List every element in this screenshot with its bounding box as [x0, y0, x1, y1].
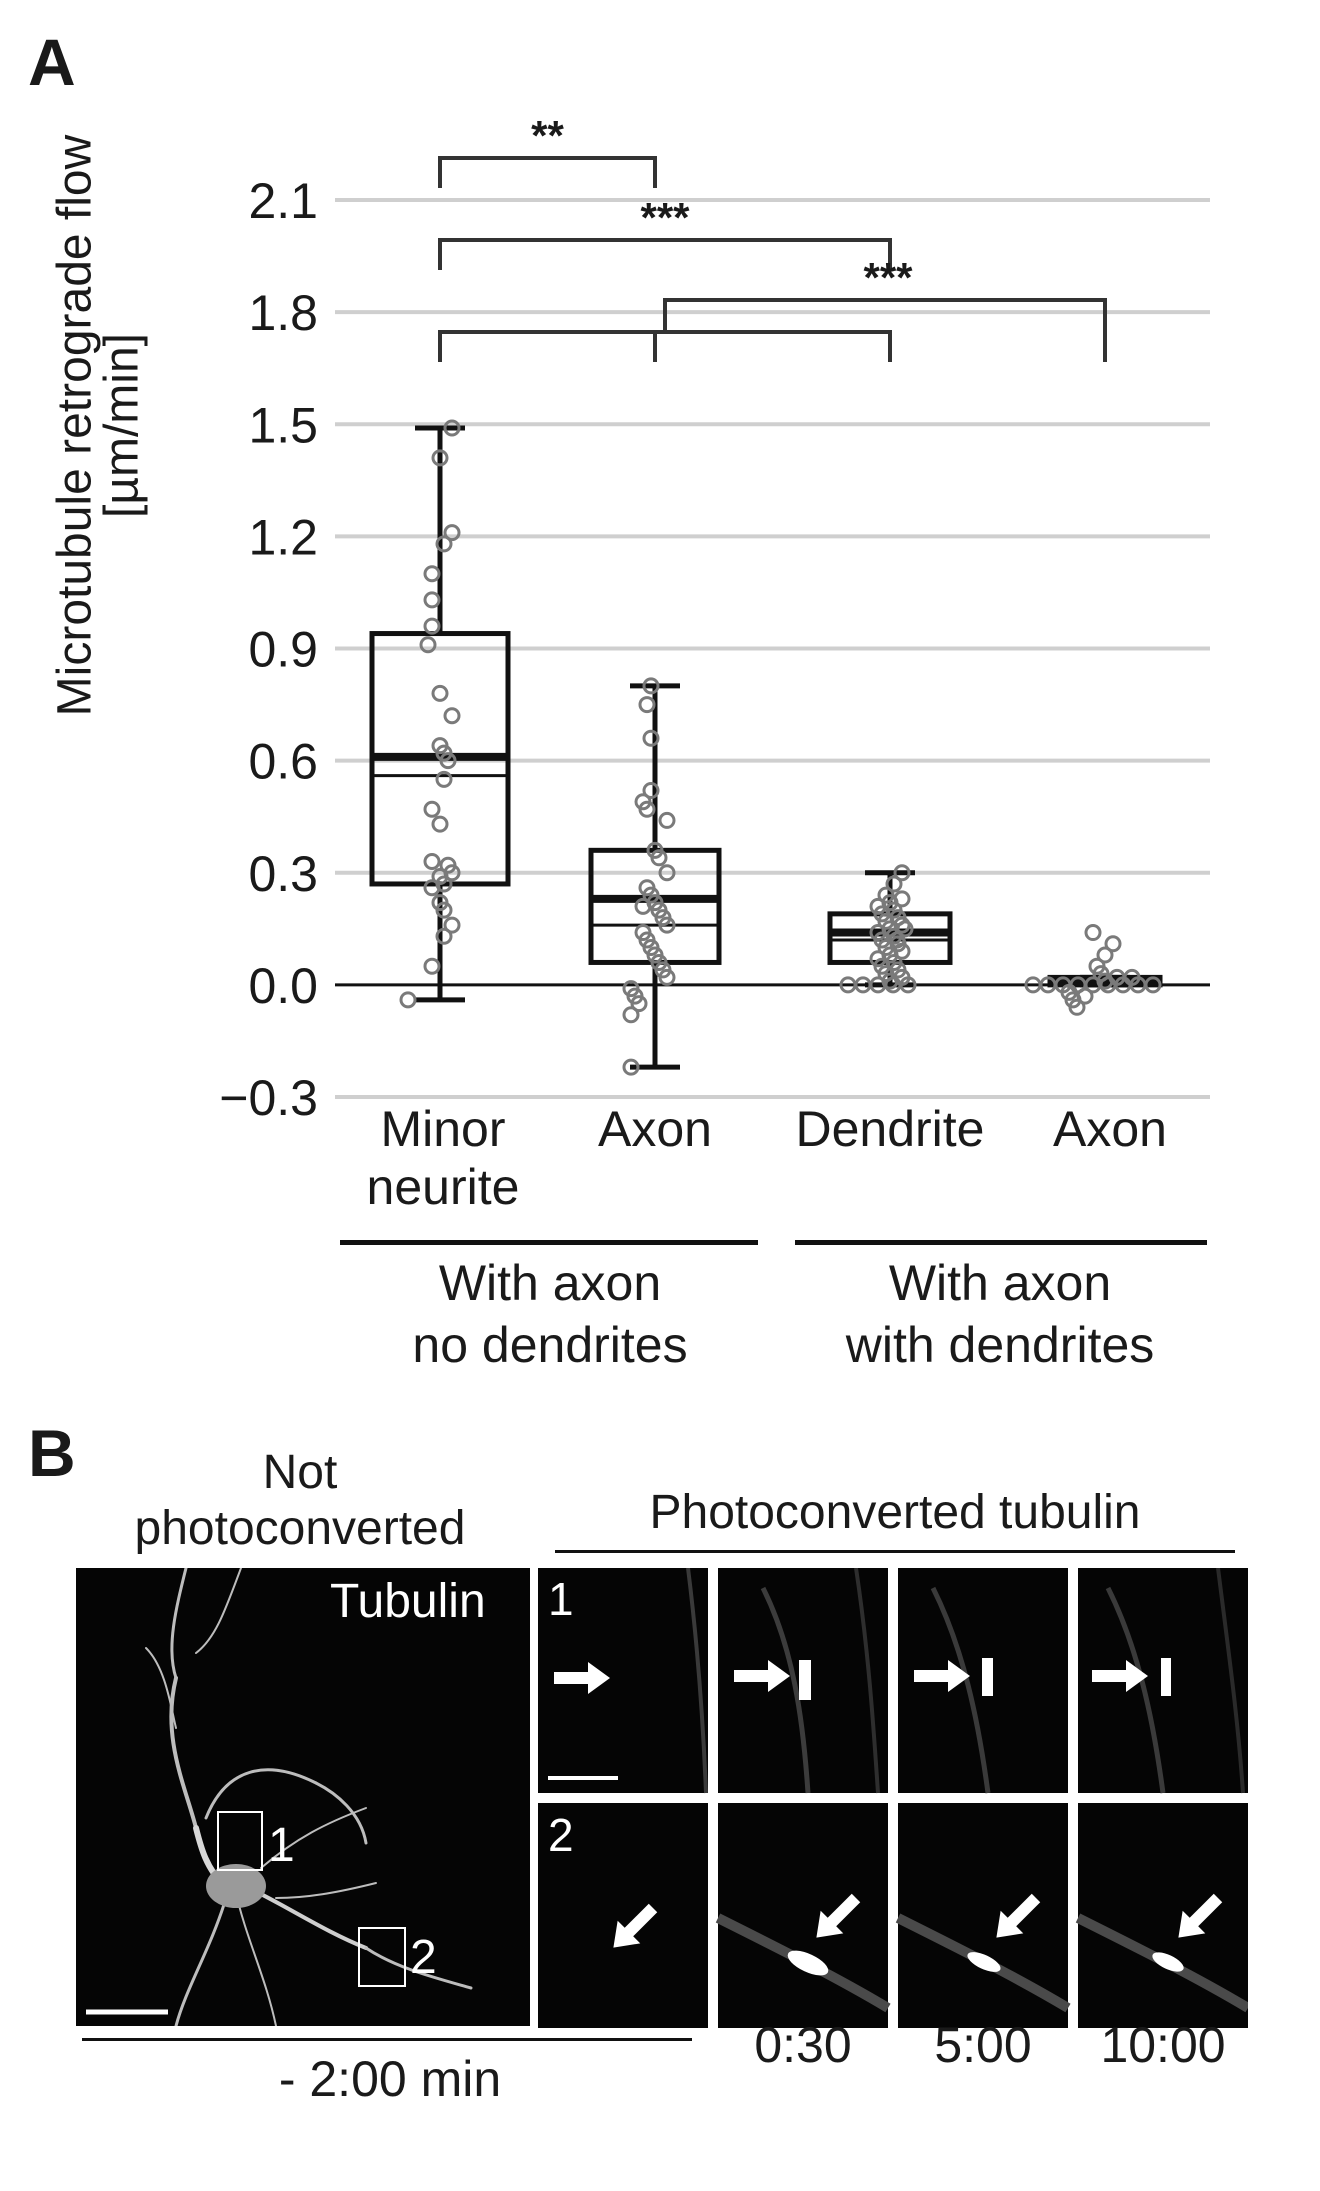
significance-label: *** — [863, 254, 913, 301]
significance-bracket — [438, 330, 892, 362]
data-point — [658, 916, 676, 934]
data-point — [1084, 924, 1102, 942]
data-point — [893, 864, 911, 882]
overview-tubulin-label: Tubulin — [330, 1575, 486, 1628]
timelapse-grid — [538, 1568, 1248, 2028]
not-photoconverted-title: Not photoconverted — [134, 1446, 466, 1555]
roi-box-1 — [217, 1811, 263, 1871]
category-label-axon-2: Axon — [1053, 1101, 1167, 1157]
data-point — [630, 995, 648, 1013]
time-label-5-00: 5:00 — [934, 2017, 1032, 2073]
data-point — [399, 991, 417, 1009]
frame-r2-c1 — [538, 1803, 708, 2028]
y-tick-label: −0.3 — [219, 1070, 318, 1126]
panel-b-letter: B — [28, 1416, 76, 1490]
significance-label: ** — [531, 112, 564, 159]
y-tick-label: 1.8 — [248, 285, 318, 341]
time-label-10-00: 10:00 — [1100, 2017, 1226, 2073]
data-point — [431, 684, 449, 702]
roi-box-2 — [358, 1927, 406, 1987]
data-point — [423, 957, 441, 975]
data-point — [443, 419, 461, 437]
data-point — [423, 591, 441, 609]
data-point — [423, 565, 441, 583]
panel-a-letter: A — [28, 25, 76, 99]
data-point — [435, 901, 453, 919]
group-line-with-dendrites — [795, 1240, 1207, 1245]
data-point — [899, 976, 917, 994]
data-point — [658, 968, 676, 986]
frame-r1-c4 — [1078, 1568, 1248, 1794]
data-point — [622, 1058, 640, 1076]
data-point — [634, 897, 652, 915]
significance-bracket — [438, 238, 892, 270]
y-tick-label: 0.9 — [248, 622, 318, 678]
data-point — [423, 617, 441, 635]
y-tick-label: 2.1 — [248, 173, 318, 229]
time-label-0-30: 0:30 — [754, 2017, 852, 2073]
y-tick-label: 1.2 — [248, 509, 318, 565]
data-point — [638, 696, 656, 714]
roi-label-1: 1 — [268, 1819, 295, 1872]
frame-r2-c2 — [715, 1803, 891, 2028]
data-point — [435, 770, 453, 788]
data-point — [439, 752, 457, 770]
category-label-dendrite: Dendrite — [795, 1101, 985, 1157]
roi-label-2: 2 — [410, 1931, 437, 1984]
data-point — [443, 916, 461, 934]
data-point — [423, 879, 441, 897]
frame-r1-c1 — [538, 1568, 708, 1794]
category-label-axon-1: Axon — [598, 1101, 712, 1157]
significance-bracket — [438, 156, 657, 188]
data-point — [642, 677, 660, 695]
data-point — [1144, 976, 1162, 994]
significance-bracket — [663, 298, 1107, 362]
data-point — [435, 535, 453, 553]
data-point — [431, 815, 449, 833]
tubulin-overview-image — [76, 1568, 530, 2026]
data-point — [419, 636, 437, 654]
row-label-1: 1 — [548, 1573, 574, 1625]
box-plot: 2.11.81.51.20.90.60.30.0−0.3 ******** — [219, 112, 1210, 1126]
box-iqr — [588, 847, 722, 965]
photoconverted-title: Photoconverted tubulin — [649, 1486, 1141, 1539]
data-point — [642, 782, 660, 800]
data-point — [443, 524, 461, 542]
data-point — [1068, 998, 1086, 1016]
data-point — [435, 927, 453, 945]
data-point — [443, 707, 461, 725]
data-point — [423, 853, 441, 871]
frame-r1-c3 — [898, 1568, 1068, 1794]
data-point — [423, 800, 441, 818]
group-label-no-dendrites: With axon no dendrites — [412, 1255, 688, 1373]
y-tick-label: 1.5 — [248, 397, 318, 453]
data-point — [658, 864, 676, 882]
frame-r1-c2 — [718, 1568, 888, 1794]
y-tick-label: 0.3 — [248, 846, 318, 902]
data-point — [1024, 976, 1042, 994]
category-label-minor-neurite: Minor neurite — [366, 1101, 520, 1215]
frame-r2-c3 — [895, 1803, 1071, 2028]
significance-label: *** — [640, 194, 690, 241]
data-point — [650, 849, 668, 867]
frame-r2-c4 — [1075, 1803, 1248, 2028]
data-point — [839, 976, 857, 994]
photoconverted-title-line — [555, 1550, 1235, 1553]
data-point — [638, 800, 656, 818]
data-point — [431, 449, 449, 467]
data-point — [622, 1006, 640, 1024]
data-point — [1104, 935, 1122, 953]
data-point — [642, 729, 660, 747]
time-line-prephoto — [82, 2038, 692, 2041]
y-tick-label: 0.6 — [248, 734, 318, 790]
data-point — [1096, 946, 1114, 964]
group-line-no-dendrites — [340, 1240, 758, 1245]
time-label-pre: - 2:00 min — [278, 2051, 502, 2107]
y-tick-label: 0.0 — [248, 958, 318, 1014]
group-label-with-dendrites: With axon with dendrites — [845, 1255, 1155, 1373]
data-point — [885, 875, 903, 893]
row-label-2: 2 — [548, 1809, 574, 1861]
data-point — [658, 811, 676, 829]
